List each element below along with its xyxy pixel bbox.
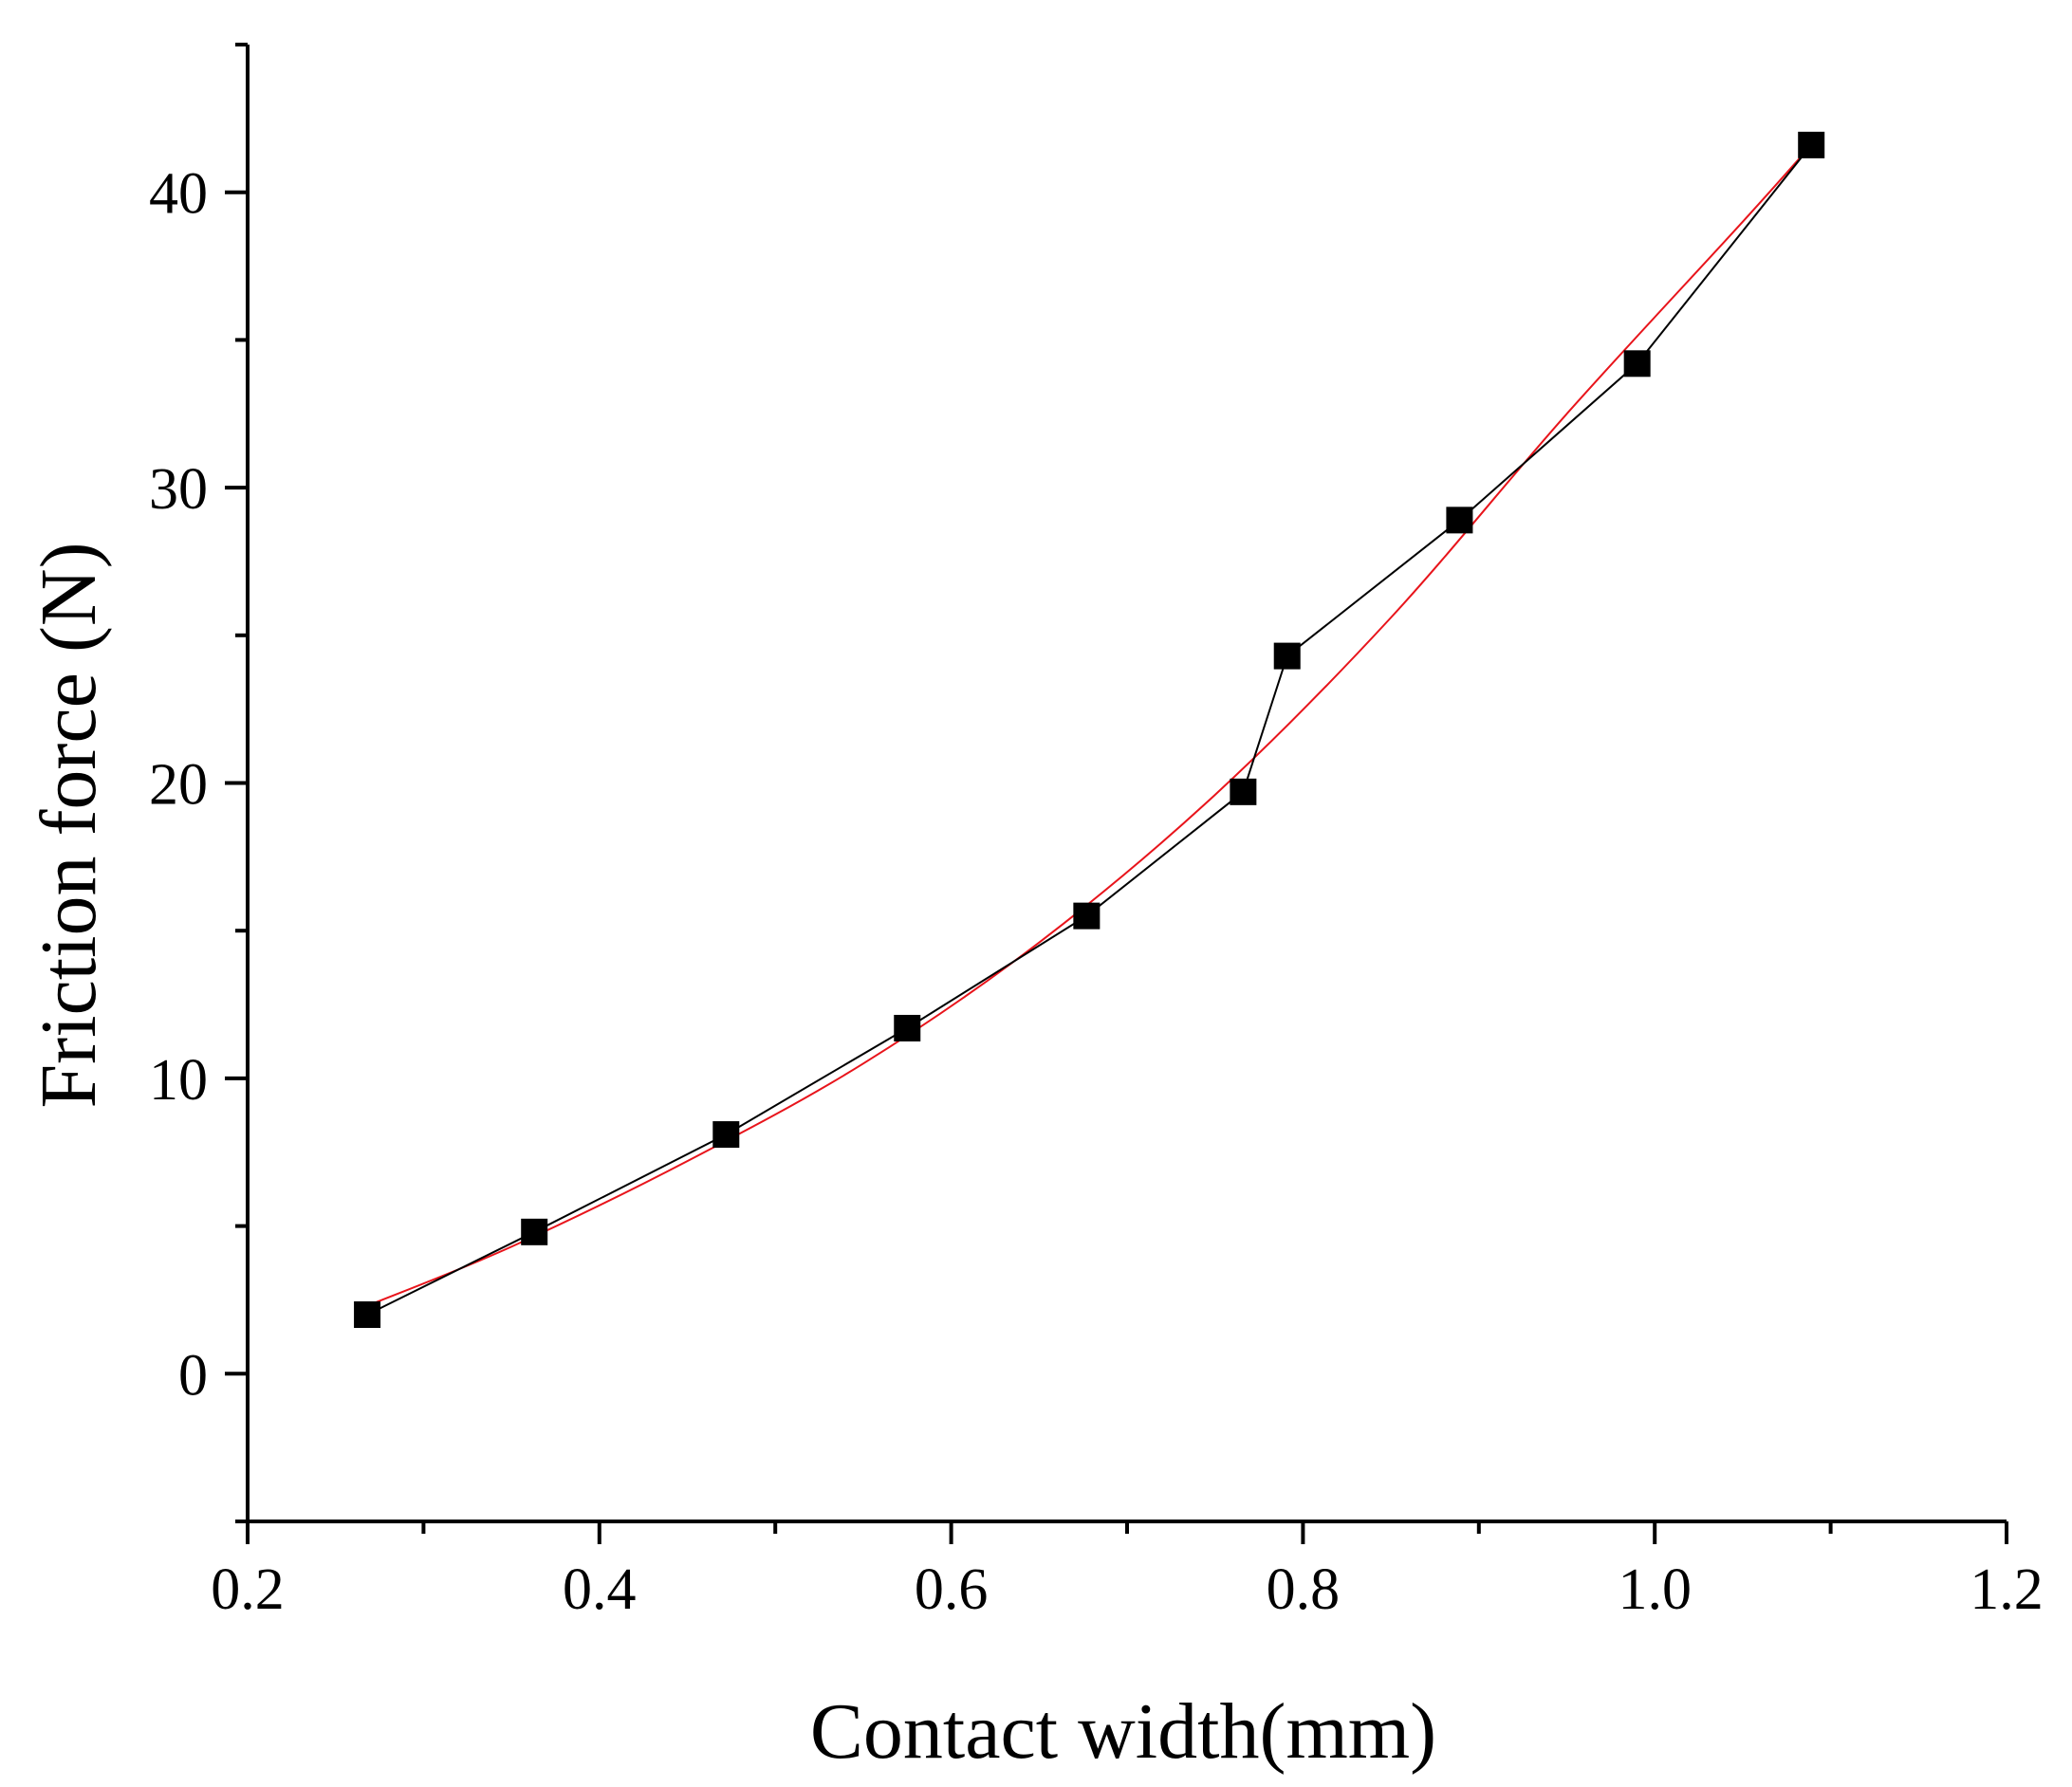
- fit-curve: [366, 144, 1812, 1307]
- series-layer: [354, 131, 1825, 1329]
- x-tick-label: 0.8: [1267, 1557, 1341, 1622]
- x-axis-title: Contact width(mm): [810, 1687, 1436, 1776]
- data-point: [1073, 902, 1101, 930]
- data-point: [1230, 778, 1257, 805]
- data-point: [521, 1218, 548, 1245]
- data-point: [712, 1121, 740, 1149]
- data-point: [1798, 131, 1825, 158]
- data-point: [1623, 350, 1651, 378]
- data-point: [354, 1301, 381, 1329]
- x-tick-label: 0.2: [211, 1557, 285, 1622]
- x-tick-label: 1.2: [1970, 1557, 2044, 1622]
- axes: 0.2 0.4 0.6 0.8 1.0 1.2 0 10 20 30 40: [149, 43, 2044, 1622]
- y-tick-label: 20: [149, 753, 208, 818]
- y-tick-label: 30: [149, 457, 208, 522]
- x-tick-label: 0.6: [915, 1557, 989, 1622]
- y-tick-label: 0: [178, 1343, 208, 1408]
- data-point: [1273, 642, 1301, 670]
- x-tick-label: 1.0: [1618, 1557, 1692, 1622]
- y-axis-title: Friction force (N): [25, 542, 113, 1108]
- data-point: [1446, 507, 1473, 534]
- data-point: [894, 1014, 921, 1041]
- y-tick-label: 40: [149, 162, 208, 227]
- x-tick-label: 0.4: [563, 1557, 637, 1622]
- data-line: [366, 144, 1812, 1316]
- y-tick-label: 10: [149, 1048, 208, 1113]
